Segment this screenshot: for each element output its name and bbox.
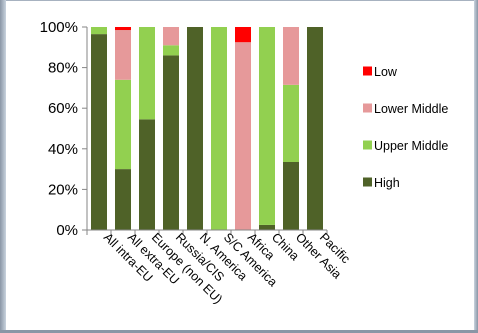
legend-swatch-lower-middle [363,103,372,113]
bar-other-asia-high [283,162,299,230]
bar-china-high [259,224,275,230]
y-tick-label: 80% [48,60,78,77]
legend-label-high: High [374,176,400,190]
bar-all-extra-eu-low [115,27,131,31]
legend-swatch-high [363,177,372,187]
bar-europe-non-eu-high [139,119,155,230]
bar-other-asia-lower-middle [283,27,299,85]
bar-china-upper-middle [259,27,275,225]
frame-border-left [0,0,6,333]
bar-russia-cis-lower-middle [163,27,179,46]
legend-label-low: Low [374,65,398,79]
legend-swatch-upper-middle [363,140,372,150]
y-tick-label: 20% [48,181,78,198]
legend-label-upper-middle: Upper Middle [374,139,448,153]
bar-all-intra-eu-high [91,34,107,230]
bar-all-intra-eu-upper-middle [91,27,107,35]
bar-pacific-high [307,27,323,230]
y-tick-label: 40% [48,141,78,158]
bars-group [91,27,323,230]
y-tick-label: 100% [40,19,78,36]
legend: Low Lower Middle Upper Middle High [363,65,448,190]
frame-border-top [0,0,478,1]
legend-label-lower-middle: Lower Middle [374,102,448,116]
bar-all-extra-eu-lower-middle [115,30,131,80]
frame-border-right [474,0,478,333]
bar-n-america-high [187,27,203,230]
bar-russia-cis-high [163,55,179,230]
bar-russia-cis-upper-middle [163,45,179,56]
y-tick-label: 60% [48,100,78,117]
y-tick-label: 0% [56,222,78,239]
legend-swatch-low [363,66,372,76]
bar-s-c-america-upper-middle [211,27,227,230]
bar-other-asia-upper-middle [283,84,299,162]
bar-africa-low [235,27,251,43]
bar-africa-lower-middle [235,42,251,230]
bar-all-extra-eu-upper-middle [115,79,131,170]
bar-europe-non-eu-upper-middle [139,27,155,120]
bar-all-extra-eu-high [115,169,131,230]
frame-border-bottom [0,330,478,333]
